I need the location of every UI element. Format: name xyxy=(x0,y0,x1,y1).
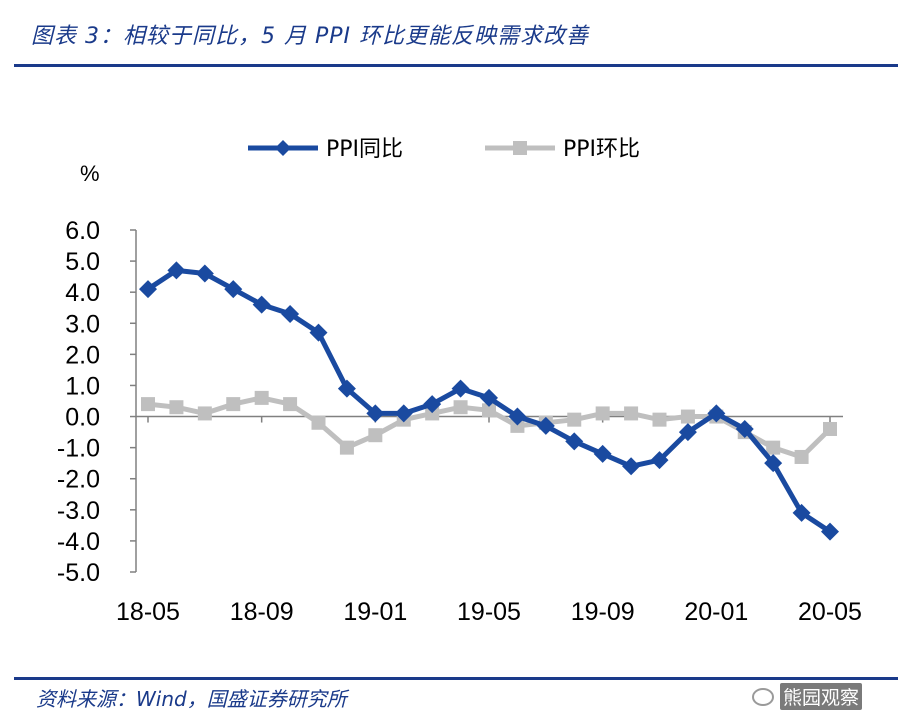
data-point-ppi-yoy xyxy=(337,379,356,398)
y-tick-label: -2.0 xyxy=(57,466,100,494)
legend: PPI同比 PPI环比 xyxy=(248,137,640,162)
data-point-ppi-yoy xyxy=(821,522,839,541)
data-point-ppi-yoy xyxy=(792,503,811,522)
axes: 6.0 5.0 4.0 3.0 2.0 1.0 0.0 -1.0 -2.0 -3.0 -4.0 -5.… xyxy=(57,217,862,626)
data-point-ppi-yoy xyxy=(565,432,584,451)
data-point-ppi-yoy xyxy=(423,395,442,414)
data-point-ppi-mom xyxy=(197,406,212,421)
data-point-ppi-yoy xyxy=(309,323,328,342)
legend-marker-ppi-yoy xyxy=(275,140,291,156)
y-tick-label: -5.0 xyxy=(57,559,100,587)
data-point-ppi-yoy xyxy=(536,416,555,435)
x-tick-label: 19-01 xyxy=(343,598,407,626)
x-tick-label: 18-09 xyxy=(230,598,294,626)
data-point-ppi-mom xyxy=(453,400,468,415)
watermark: 熊园观察 xyxy=(752,683,863,710)
y-tick-label: 1.0 xyxy=(65,372,100,400)
x-tick-label: 20-01 xyxy=(684,598,748,626)
y-tick-label: 6.0 xyxy=(65,217,100,245)
data-point-ppi-yoy xyxy=(366,404,385,423)
y-tick-label: 2.0 xyxy=(65,341,100,369)
data-point-ppi-mom xyxy=(766,440,781,455)
data-point-ppi-yoy xyxy=(224,280,243,299)
data-point-ppi-mom xyxy=(425,406,440,421)
y-tick-label: -3.0 xyxy=(57,497,100,525)
data-point-ppi-yoy xyxy=(252,295,271,314)
x-tick-label: 18-05 xyxy=(116,598,180,626)
legend-label-ppi-yoy: PPI同比 xyxy=(326,137,403,162)
watermark-text: 熊园观察 xyxy=(780,683,863,710)
data-point-ppi-mom xyxy=(567,412,582,427)
data-point-ppi-mom xyxy=(339,440,354,455)
data-point-ppi-mom xyxy=(794,449,809,464)
wechat-icon xyxy=(752,687,774,706)
data-point-ppi-mom xyxy=(141,397,155,412)
data-point-ppi-yoy xyxy=(622,457,641,476)
data-point-ppi-yoy xyxy=(480,388,498,407)
x-tick-label: 19-05 xyxy=(457,598,521,626)
data-point-ppi-mom xyxy=(510,418,525,433)
data-point-ppi-yoy xyxy=(167,261,186,280)
legend-marker-ppi-mom xyxy=(513,141,527,155)
data-point-ppi-yoy xyxy=(281,304,300,323)
data-point-ppi-mom xyxy=(595,406,610,421)
data-point-ppi-yoy xyxy=(650,451,669,470)
x-tick-label: 20-05 xyxy=(798,598,862,626)
x-tick-label: 19-09 xyxy=(571,598,635,626)
y-axis-unit: % xyxy=(80,161,100,186)
data-point-ppi-mom xyxy=(283,397,298,412)
data-point-ppi-yoy xyxy=(451,379,470,398)
data-point-ppi-yoy xyxy=(678,423,697,442)
header-divider xyxy=(14,64,898,67)
data-point-ppi-mom xyxy=(624,406,639,421)
data-point-ppi-mom xyxy=(823,421,837,436)
data-point-ppi-mom xyxy=(368,428,383,443)
y-tick-label: 4.0 xyxy=(65,279,100,307)
data-point-ppi-mom xyxy=(482,403,496,418)
data-point-ppi-yoy xyxy=(764,454,783,473)
data-point-ppi-yoy xyxy=(139,280,157,299)
source-note: 资料来源：Wind，国盛证券研究所 xyxy=(36,687,347,711)
data-point-ppi-mom xyxy=(226,397,241,412)
data-point-ppi-yoy xyxy=(195,264,214,283)
y-tick-label: -1.0 xyxy=(57,435,100,463)
footer-divider xyxy=(14,677,898,680)
y-tick-label: 0.0 xyxy=(65,404,100,432)
data-point-ppi-yoy xyxy=(593,444,612,463)
data-point-ppi-yoy xyxy=(508,407,527,426)
data-point-ppi-yoy xyxy=(707,404,726,423)
data-point-ppi-mom xyxy=(311,415,326,430)
data-point-ppi-mom xyxy=(652,412,667,427)
chart-title: 图表 3：相较于同比，5 月 PPI 环比更能反映需求改善 xyxy=(31,24,589,49)
y-tick-label: 3.0 xyxy=(65,310,100,338)
data-point-ppi-mom xyxy=(169,400,184,415)
data-point-ppi-yoy xyxy=(735,419,754,438)
data-point-ppi-mom xyxy=(254,390,269,405)
y-tick-label: -4.0 xyxy=(57,528,100,556)
legend-label-ppi-mom: PPI环比 xyxy=(563,137,640,162)
series-layer xyxy=(139,261,839,541)
y-tick-label: 5.0 xyxy=(65,248,100,276)
data-point-ppi-mom xyxy=(680,409,695,424)
data-point-ppi-yoy xyxy=(394,404,413,423)
